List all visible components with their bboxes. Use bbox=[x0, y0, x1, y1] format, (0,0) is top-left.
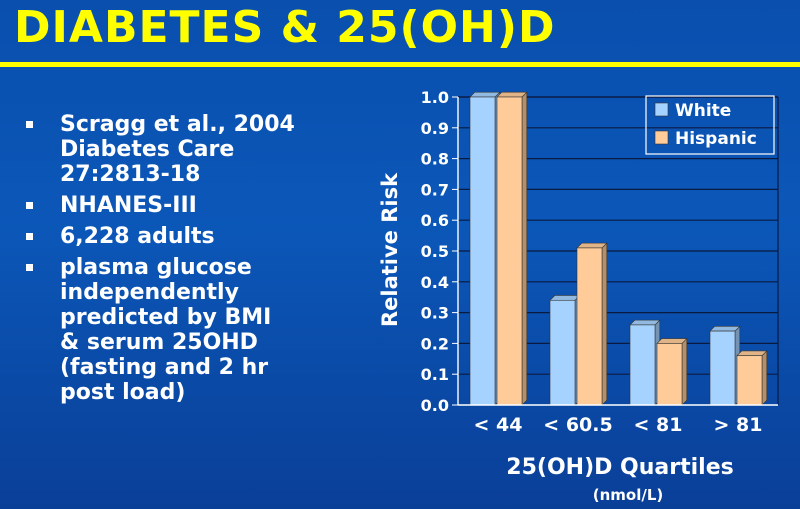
bullet-item: Scragg et al., 2004 Diabetes Care 27:281… bbox=[24, 112, 334, 187]
y-tick-label: 0.5 bbox=[421, 242, 449, 261]
y-tick-label: 1.0 bbox=[421, 88, 449, 107]
bar-hispanic-0 bbox=[496, 91, 528, 406]
y-tick-label: 0.4 bbox=[421, 273, 449, 292]
bullet-item: NHANES-III bbox=[24, 193, 334, 218]
legend-label-hispanic: Hispanic bbox=[675, 129, 757, 149]
bullet-text: Scragg et al., 2004 Diabetes Care 27:281… bbox=[60, 112, 295, 187]
title-underline bbox=[0, 62, 800, 67]
legend-swatch-hispanic bbox=[654, 130, 669, 145]
y-tick-label: 0.9 bbox=[421, 119, 449, 138]
y-tick-label: 0.0 bbox=[421, 396, 449, 415]
bar-white-2 bbox=[629, 319, 661, 406]
x-axis-unit-label: (nmol/L) bbox=[593, 486, 664, 504]
chart-bars bbox=[469, 91, 768, 406]
bar-white-1 bbox=[549, 294, 581, 406]
x-tick-label: < 60.5 bbox=[543, 414, 612, 436]
x-tick-label: < 44 bbox=[474, 414, 523, 436]
x-tick-label: > 81 bbox=[714, 414, 763, 436]
chart-legend: White Hispanic bbox=[645, 95, 775, 155]
y-tick-label: 0.1 bbox=[421, 365, 449, 384]
x-tick-label: < 81 bbox=[634, 414, 683, 436]
bullet-text: 6,228 adults bbox=[60, 224, 215, 249]
legend-label-white: White bbox=[675, 101, 731, 121]
legend-swatch-white bbox=[654, 102, 669, 117]
slide-title: DIABETES & 25(OH)D bbox=[14, 2, 556, 53]
legend-frame bbox=[645, 95, 775, 155]
bullet-square-icon bbox=[26, 264, 33, 271]
bar-hispanic-2 bbox=[656, 337, 688, 406]
x-axis-label: 25(OH)D Quartiles bbox=[506, 455, 733, 480]
bar-hispanic-1 bbox=[576, 242, 608, 406]
y-axis-label: Relative Risk bbox=[378, 172, 402, 327]
bullet-square-icon bbox=[26, 202, 33, 209]
chart-axes: 0.0 0.1 0.2 0.3 0.4 0.5 0.6 0.7 0.8 0.9 1.0 < 44 < 6… bbox=[421, 88, 778, 436]
bullet-item: 6,228 adults bbox=[24, 224, 334, 249]
bullet-square-icon bbox=[26, 233, 33, 240]
bullet-text: plasma glucose independently predicted b… bbox=[60, 255, 272, 405]
y-tick-label: 0.7 bbox=[421, 180, 449, 199]
bullet-list: Scragg et al., 2004 Diabetes Care 27:281… bbox=[24, 112, 334, 411]
y-tick-label: 0.2 bbox=[421, 334, 449, 353]
y-tick-label: 0.6 bbox=[421, 211, 449, 230]
bullet-text: NHANES-III bbox=[60, 193, 197, 218]
bullet-square-icon bbox=[26, 121, 33, 128]
y-tick-label: 0.8 bbox=[421, 150, 449, 169]
bullet-item: plasma glucose independently predicted b… bbox=[24, 255, 334, 405]
bar-white-3 bbox=[709, 325, 741, 406]
bar-hispanic-3 bbox=[736, 350, 768, 406]
bar-white-0 bbox=[469, 91, 501, 406]
y-tick-label: 0.3 bbox=[421, 304, 449, 323]
